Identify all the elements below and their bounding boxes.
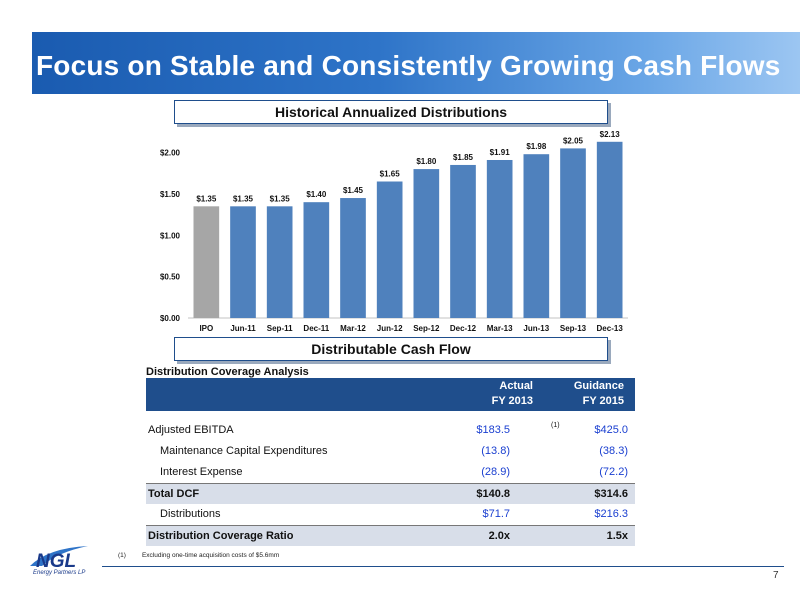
column-header-actual: Actual FY 2013 — [453, 379, 533, 409]
row-label: Total DCF — [148, 488, 200, 500]
y-tick-label: $1.00 — [160, 231, 181, 240]
y-tick-label: $0.00 — [160, 314, 181, 323]
table-row-interest-expense: Interest Expense (28.9) (72.2) — [146, 462, 635, 483]
footnote-text: Excluding one-time acquisition costs of … — [141, 552, 280, 559]
y-tick-label: $2.00 — [160, 149, 181, 158]
column-header-guidance: Guidance FY 2015 — [544, 379, 624, 409]
x-tick-label: IPO — [199, 324, 213, 333]
bar-value-label: $1.91 — [490, 148, 511, 157]
row-actual-value: (28.9) — [481, 466, 510, 478]
ngl-logo: NGL — [30, 546, 88, 572]
column-header-actual-line1: Actual — [499, 380, 533, 392]
table-header: Actual FY 2013 Guidance FY 2015 — [146, 378, 635, 411]
x-tick-label: Jun-11 — [230, 324, 256, 333]
bar-value-label: $2.05 — [563, 136, 584, 145]
footer-rule — [102, 566, 784, 567]
title-bar: Focus on Stable and Consistently Growing… — [32, 32, 800, 94]
row-actual-value: $183.5 — [476, 424, 510, 436]
bar-value-label: $1.35 — [196, 194, 217, 203]
x-tick-label: Dec-11 — [303, 324, 329, 333]
x-tick-label: Mar-12 — [340, 324, 366, 333]
table-row-total-dcf: Total DCF $140.8 $314.6 — [146, 483, 635, 504]
bar-Sep-13 — [560, 148, 586, 318]
x-tick-label: Jun-12 — [377, 324, 403, 333]
historical-distributions-header: Historical Annualized Distributions — [174, 100, 608, 124]
row-actual-value: (13.8) — [481, 445, 510, 457]
row-guidance-value: (38.3) — [599, 445, 628, 457]
bar-Dec-13 — [596, 141, 623, 318]
y-tick-label: $1.50 — [160, 190, 181, 199]
bar-Dec-11 — [303, 202, 330, 318]
distributable-cash-flow-header: Distributable Cash Flow — [174, 337, 608, 361]
table-caption: Distribution Coverage Analysis — [146, 366, 309, 378]
x-tick-label: Sep-11 — [267, 324, 293, 333]
logo-swoosh — [30, 546, 88, 566]
row-guidance-value: $216.3 — [594, 508, 628, 520]
row-label: Maintenance Capital Expenditures — [160, 445, 328, 457]
table-row-distributions: Distributions $71.7 $216.3 — [146, 504, 635, 525]
x-tick-label: Sep-12 — [413, 324, 440, 333]
footnote: (1) Excluding one-time acquisition costs … — [118, 552, 295, 559]
page-number: 7 — [773, 570, 779, 581]
bar-value-label: $1.98 — [526, 142, 547, 151]
bar-value-label: $1.45 — [343, 186, 364, 195]
row-actual-value: 2.0x — [488, 530, 510, 542]
footnote-marker: (1) — [118, 552, 126, 559]
slide-title: Focus on Stable and Consistently Growing… — [36, 50, 781, 81]
bar-value-label: $2.13 — [600, 130, 621, 139]
column-header-guidance-line2: FY 2015 — [582, 395, 624, 407]
row-guidance-value: $425.0 — [594, 424, 628, 436]
bar-Mar-12 — [340, 198, 366, 318]
row-label: Distributions — [160, 508, 221, 520]
row-guidance-value: (72.2) — [599, 466, 628, 478]
row-label: Interest Expense — [160, 466, 243, 478]
bar-value-label: $1.35 — [233, 194, 254, 203]
bar-value-label: $1.35 — [270, 194, 291, 203]
bar-Sep-12 — [413, 169, 440, 318]
bar-Jun-11 — [230, 206, 256, 318]
bar-value-label: $1.65 — [380, 170, 401, 179]
row-label: Distribution Coverage Ratio — [148, 530, 294, 542]
logo-wordmark: NGL — [36, 551, 76, 572]
bar-Dec-12 — [450, 164, 476, 318]
column-header-guidance-line1: Guidance — [573, 380, 624, 392]
bar-value-label: $1.40 — [306, 190, 327, 199]
bar-Jun-13 — [523, 154, 550, 318]
table-row-adjusted-ebitda: Adjusted EBITDA $183.5 (1) $425.0 — [146, 420, 635, 441]
row-label: Adjusted EBITDA — [148, 424, 234, 436]
distributions-bar-chart: $0.00 $0.50 $1.00 $1.50 $2.00 $1.35 IPO $1.35 Ju… — [160, 130, 628, 333]
row-actual-value: $71.7 — [482, 508, 510, 520]
logo-caption: Energy Partners LP — [33, 570, 86, 576]
x-tick-label: Mar-13 — [487, 324, 513, 333]
bar-value-label: $1.85 — [453, 153, 474, 162]
footnote-reference: (1) — [551, 422, 560, 429]
x-tick-label: Sep-13 — [560, 324, 587, 333]
x-tick-label: Dec-12 — [450, 324, 477, 333]
y-tick-label: $0.50 — [160, 273, 181, 282]
row-actual-value: $140.8 — [476, 488, 510, 500]
bar-Jun-12 — [376, 181, 403, 318]
bar-IPO — [193, 206, 220, 318]
table-row-coverage-ratio: Distribution Coverage Ratio 2.0x 1.5x — [146, 525, 635, 546]
column-header-actual-line2: FY 2013 — [491, 395, 533, 407]
bar-Sep-11 — [266, 206, 293, 318]
bar-Mar-13 — [486, 159, 513, 318]
row-guidance-value: 1.5x — [606, 530, 628, 542]
x-tick-label: Jun-13 — [523, 324, 549, 333]
distribution-coverage-table: Distribution Coverage Analysis Actual FY… — [146, 366, 635, 546]
row-guidance-value: $314.6 — [594, 488, 628, 500]
x-tick-label: Dec-13 — [597, 324, 624, 333]
table-row-maintenance-capex: Maintenance Capital Expenditures (13.8) … — [146, 441, 635, 462]
bar-value-label: $1.80 — [416, 157, 437, 166]
